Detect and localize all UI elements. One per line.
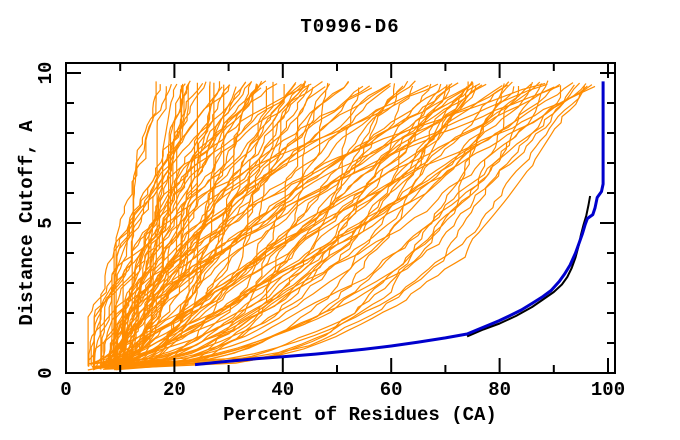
model-curve	[122, 85, 560, 366]
model-curve	[101, 83, 296, 369]
model-curve	[105, 83, 561, 368]
model-curve	[119, 80, 416, 370]
model-curve	[115, 85, 404, 368]
model-curve	[102, 80, 306, 363]
model-curve	[119, 82, 581, 365]
model-curve	[92, 83, 543, 369]
model-curve	[116, 82, 329, 369]
model-curve	[92, 83, 262, 367]
model-curve	[124, 81, 252, 368]
x-tick-label: 80	[488, 379, 511, 401]
companion-model-black	[466, 195, 592, 338]
model-curve	[119, 81, 541, 365]
model-curve	[93, 82, 246, 368]
x-tick-label: 0	[60, 379, 72, 401]
model-curve	[88, 83, 587, 365]
model-curve	[122, 87, 373, 369]
model-curve	[113, 81, 157, 370]
model-curve	[99, 83, 487, 366]
highlighted-model-navy	[194, 81, 605, 367]
model-curve	[127, 83, 258, 366]
model-curve	[115, 87, 360, 371]
model-curve	[102, 83, 481, 368]
x-tick-label: 60	[379, 379, 403, 401]
model-curve	[120, 81, 513, 367]
model-curve	[91, 80, 549, 368]
model-curve	[115, 80, 473, 368]
model-curve	[116, 84, 390, 363]
x-axis-label: Percent of Residues (CA)	[223, 404, 497, 426]
model-curve	[121, 81, 221, 365]
x-tick-label: 40	[271, 379, 295, 401]
model-curve	[100, 80, 409, 368]
x-tick-label: 100	[590, 379, 626, 401]
model-curve	[112, 83, 432, 368]
y-tick-label: 10	[35, 61, 57, 85]
chart-title: T0996-D6	[300, 16, 400, 38]
model-curve	[113, 84, 474, 366]
model-curve	[105, 83, 532, 369]
model-curve	[109, 81, 469, 368]
y-tick-label: 5	[35, 217, 57, 229]
ensemble-model-curves	[87, 80, 596, 371]
model-curve	[100, 85, 588, 368]
y-tick-label: 0	[35, 367, 57, 379]
model-curve	[122, 84, 450, 365]
model-curve	[120, 81, 510, 365]
model-curve	[107, 85, 586, 367]
model-curve	[93, 84, 509, 364]
x-tick-label: 20	[162, 379, 186, 401]
model-curve	[93, 83, 312, 369]
model-curve	[114, 82, 198, 369]
model-curve	[116, 84, 172, 366]
model-curve	[96, 82, 574, 365]
model-curve	[87, 83, 439, 366]
model-curve	[104, 82, 204, 368]
model-curve	[113, 86, 223, 369]
model-curve	[120, 83, 396, 368]
model-curve	[125, 82, 215, 367]
model-curve	[111, 81, 253, 368]
model-curve	[91, 85, 182, 364]
model-curve	[116, 86, 314, 369]
plot-frame	[65, 62, 616, 374]
model-curve	[112, 81, 534, 368]
